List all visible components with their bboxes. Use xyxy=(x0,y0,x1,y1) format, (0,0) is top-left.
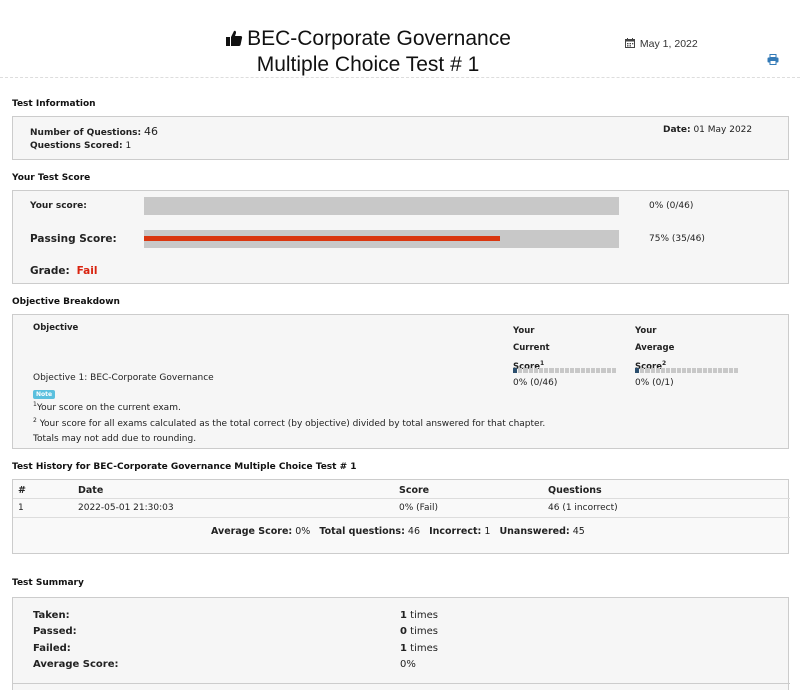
test-history-heading: Test History for BEC-Corporate Governanc… xyxy=(12,462,357,472)
test-information-heading: Test Information xyxy=(12,99,96,109)
history-header-questions: Questions xyxy=(548,485,602,496)
your-score-bar xyxy=(144,197,619,215)
bar-segment xyxy=(575,368,580,373)
test-summary-heading: Test Summary xyxy=(12,578,84,588)
bar-segment xyxy=(539,368,544,373)
bar-segment xyxy=(606,368,611,373)
calendar-icon xyxy=(625,38,640,50)
bar-segment xyxy=(554,368,559,373)
thumbs-up-icon xyxy=(225,29,243,53)
bar-segment xyxy=(591,368,596,373)
test-history-box: # Date Score Questions 1 2022-05-01 21:3… xyxy=(12,479,790,554)
bar-segment xyxy=(533,368,539,373)
test-score-heading: Your Test Score xyxy=(12,173,91,183)
bar-segment xyxy=(635,368,640,373)
bar-segment xyxy=(661,368,666,373)
bar-segment xyxy=(697,368,702,373)
summary-average-label: Average Score: xyxy=(33,659,119,670)
test-summary-box: Taken: 1 times Passed: 0 times Failed: 1… xyxy=(12,597,790,690)
your-score-label: Your score: xyxy=(30,201,87,211)
bar-segment xyxy=(580,368,585,373)
bar-segment xyxy=(601,368,606,373)
passing-score-value: 75% (35/46) xyxy=(649,234,705,244)
bar-segment xyxy=(671,368,676,373)
bar-segment xyxy=(728,368,733,373)
bar-segment xyxy=(692,368,697,373)
bar-segment xyxy=(650,368,655,373)
summary-passed-value: 0 times xyxy=(400,626,438,637)
bar-segment xyxy=(718,368,723,373)
summary-failed-value: 1 times xyxy=(400,643,438,654)
header-date: May 1, 2022 xyxy=(625,38,698,50)
bar-segment xyxy=(733,368,739,373)
page-header: BEC-Corporate Governance Multiple Choice… xyxy=(0,0,800,78)
your-score-value: 0% (0/46) xyxy=(649,201,694,211)
objective-breakdown-heading: Objective Breakdown xyxy=(12,297,120,307)
history-header-date: Date xyxy=(78,485,104,496)
note-2: 2 Your score for all exams calculated as… xyxy=(33,417,546,429)
bar-segment xyxy=(640,368,645,373)
bar-segment xyxy=(559,368,565,373)
bar-segment xyxy=(518,368,523,373)
summary-average-value: 0% xyxy=(400,659,416,670)
bar-segment xyxy=(666,368,671,373)
passing-score-bar xyxy=(144,230,619,248)
bar-segment xyxy=(687,368,692,373)
summary-taken-label: Taken: xyxy=(33,610,70,621)
history-totals: Average Score: 0% Total questions: 46 In… xyxy=(211,526,585,537)
bar-segment xyxy=(723,368,728,373)
test-score-box: Your score: 0% (0/46) Passing Score: 75%… xyxy=(12,190,789,284)
test-date: Date: 01 May 2022 xyxy=(663,125,753,135)
bar-segment xyxy=(655,368,661,373)
bar-segment xyxy=(523,368,528,373)
average-score-bar xyxy=(635,368,739,373)
bar-segment xyxy=(702,368,707,373)
current-score-value: 0% (0/46) xyxy=(513,378,558,388)
note-1: 1Your score on the current exam. xyxy=(33,401,181,413)
bar-segment xyxy=(681,368,687,373)
summary-failed-label: Failed: xyxy=(33,643,71,654)
note-badge: Note xyxy=(33,390,56,399)
passing-score-label: Passing Score: xyxy=(30,233,117,245)
summary-passed-label: Passed: xyxy=(33,626,77,637)
average-score-column-header: Your Average Score2 xyxy=(635,326,675,372)
history-header-score: Score xyxy=(399,485,430,496)
bar-segment xyxy=(513,368,518,373)
bar-segment xyxy=(645,368,650,373)
page-title: BEC-Corporate Governance Multiple Choice… xyxy=(0,27,736,77)
bar-segment xyxy=(570,368,575,373)
note-3: Totals may not add due to rounding. xyxy=(33,434,197,444)
bar-segment xyxy=(549,368,554,373)
bar-segment xyxy=(713,368,718,373)
objective-row-name: Objective 1: BEC-Corporate Governance xyxy=(33,373,214,383)
bar-segment xyxy=(676,368,681,373)
objective-column-header: Objective xyxy=(33,323,79,333)
print-icon[interactable] xyxy=(767,54,779,68)
bar-segment xyxy=(596,368,601,373)
passing-score-bar-fill xyxy=(144,236,501,241)
grade: Grade: Fail xyxy=(30,265,98,277)
average-score-value: 0% (0/1) xyxy=(635,378,674,388)
num-questions: Number of Questions: 46 xyxy=(30,125,158,138)
bar-segment xyxy=(707,368,713,373)
bar-segment xyxy=(611,368,617,373)
questions-scored: Questions Scored: 1 xyxy=(30,141,132,151)
bar-segment xyxy=(585,368,591,373)
title-line-2: Multiple Choice Test # 1 xyxy=(256,53,480,76)
summary-taken-value: 1 times xyxy=(400,610,438,621)
test-information-box: Number of Questions: 46 Questions Scored… xyxy=(12,116,789,160)
bar-segment xyxy=(544,368,549,373)
bar-segment xyxy=(528,368,533,373)
current-score-column-header: Your Current Score1 xyxy=(513,326,550,372)
current-score-bar xyxy=(513,368,617,373)
objective-breakdown-box: Objective Your Current Score1 Your Avera… xyxy=(12,314,789,449)
title-line-1: BEC-Corporate Governance xyxy=(247,27,511,50)
history-header-num: # xyxy=(18,485,26,496)
bar-segment xyxy=(565,368,570,373)
grade-value: Fail xyxy=(76,265,98,277)
